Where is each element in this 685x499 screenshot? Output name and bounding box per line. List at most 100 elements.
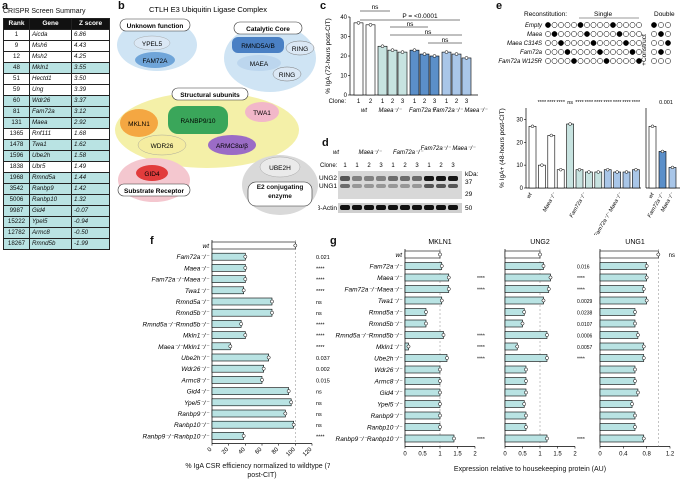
e-construct-dot xyxy=(616,58,623,64)
f-sig-label: 0.0151 xyxy=(316,378,330,384)
g-bar xyxy=(404,319,427,328)
f-data-point xyxy=(260,378,264,382)
panel-label-e: e xyxy=(496,0,503,12)
e-construct-dot xyxy=(616,22,623,28)
table-row: 60 Wdr26 3.37 xyxy=(3,95,110,107)
f-category-label: Armc8⁻/⁻ xyxy=(181,377,210,384)
e-construct-label: +Construct xyxy=(641,34,648,66)
g-bar xyxy=(504,262,544,270)
d-group-double: Fam72a⁻/⁻ Maea⁻/⁻ xyxy=(421,146,477,152)
f-category-label: Ranbp10⁻/⁻ xyxy=(174,422,210,429)
d-band-ung2 xyxy=(448,176,458,181)
e-data-point xyxy=(615,170,619,174)
g-data-point xyxy=(446,275,451,280)
f-category-label: Rmnd5a⁻/⁻Rmnd5b⁻/⁻ xyxy=(143,321,210,328)
e-construct-dot xyxy=(623,31,629,37)
f-data-point xyxy=(243,254,248,259)
g-x-tick-label: 0 xyxy=(403,452,407,458)
table-row: 5006 Ranbp10 1.32 xyxy=(3,194,110,206)
g-data-point xyxy=(522,402,527,406)
e-construct-dot xyxy=(590,31,597,37)
e-construct-dot xyxy=(597,22,603,28)
d-clone-label: 2 xyxy=(367,163,371,169)
e-y-tick-label: 10 xyxy=(516,163,523,169)
f-data-point xyxy=(228,344,233,349)
d-clone-label: 2 xyxy=(439,163,443,169)
c-y-tick-label: 20 xyxy=(340,54,347,60)
e-bar xyxy=(585,171,593,189)
zscore-cell: 3.12 xyxy=(71,106,110,118)
c-bar xyxy=(461,57,472,96)
e-construct-dot xyxy=(629,49,636,55)
g-category-label: Rmnd5b⁻/⁻ xyxy=(369,321,403,328)
table-row: 51 Hectd1 3.50 xyxy=(3,73,110,85)
e-construct-dot xyxy=(597,58,603,64)
c-y-tick-label: 30 xyxy=(340,35,347,41)
d-clone-label: 3 xyxy=(451,163,455,169)
e-construct-dot xyxy=(597,49,603,55)
g-sig-label: **** xyxy=(477,288,485,294)
e-construct-dot xyxy=(590,22,597,28)
g-data-point xyxy=(633,413,637,418)
g-bar xyxy=(504,411,527,420)
col-header-zscore: Z score xyxy=(71,18,110,30)
e-construct-dot xyxy=(577,58,584,64)
g-data-point xyxy=(524,425,528,429)
c-bar xyxy=(429,55,440,96)
e-construct-dot xyxy=(577,49,584,55)
g-bar xyxy=(599,400,633,408)
panel-label-c: c xyxy=(320,0,327,12)
zscore-cell: 2.92 xyxy=(71,117,110,129)
g-x-tick-label: 2 xyxy=(473,452,477,458)
e-construct-dot xyxy=(571,40,577,46)
d-band-ung1 xyxy=(424,184,434,188)
rank-cell: 1365 xyxy=(3,128,30,140)
f-bar xyxy=(211,398,292,407)
col-header-rank: Rank xyxy=(3,18,30,30)
d-band-ung2 xyxy=(424,176,434,181)
e-construct-dot xyxy=(564,31,571,37)
ring-label-2: RING xyxy=(279,72,295,79)
g-bar xyxy=(599,308,636,316)
e-sig: ns xyxy=(567,100,573,106)
g-data-point xyxy=(441,333,446,337)
f-bar xyxy=(211,420,294,429)
c-data-point xyxy=(380,44,385,48)
g-category-label: Maea⁻/⁻ xyxy=(377,275,402,282)
g-sig-label: **** xyxy=(477,276,485,282)
d-clone-label: 2 xyxy=(403,163,407,169)
f-data-point xyxy=(261,366,266,371)
e-sig: **** xyxy=(585,100,594,106)
c-bar xyxy=(409,49,420,96)
table-row: 9 Msh6 4.43 xyxy=(3,40,110,52)
e-construct-dot xyxy=(603,22,610,28)
f-x-tick-label: 20 xyxy=(221,446,230,455)
d-band-ung2 xyxy=(412,176,422,181)
ctlh-complex-diagram: CTLH E3 Ubiquitin Ligase Complex Unknown… xyxy=(115,5,318,215)
e-sig: **** xyxy=(547,100,556,106)
g-bar xyxy=(504,377,527,385)
d-band-ung1 xyxy=(436,184,446,188)
e-bar xyxy=(648,125,657,189)
rmnd5-node xyxy=(232,37,284,53)
rank-cell: 81 xyxy=(3,106,30,118)
c-sig-p: P = <0.0001 xyxy=(402,13,438,20)
g-data-point xyxy=(438,379,442,383)
g-bar xyxy=(504,296,544,305)
g-sig-label: 0.016 xyxy=(577,265,590,271)
g-bar xyxy=(504,400,525,408)
c-bar xyxy=(419,53,430,96)
wdr26-node xyxy=(137,134,187,156)
e-construct-dot xyxy=(558,22,564,28)
g-bar xyxy=(599,434,645,443)
e-construct-dot xyxy=(636,58,642,64)
f-sig-label: ns xyxy=(316,390,322,396)
g-bar xyxy=(599,377,636,385)
d-group-wt: wt xyxy=(333,150,339,156)
table-row: 15222 Ypel5 -0.94 xyxy=(3,216,110,228)
zscore-cell: 3.37 xyxy=(71,95,110,107)
fam72a-label: FAM72A xyxy=(143,58,169,65)
zscore-cell: 3.50 xyxy=(71,73,110,85)
g-sig-label: 0.0006 xyxy=(577,334,593,340)
d-band-actin xyxy=(376,205,386,210)
